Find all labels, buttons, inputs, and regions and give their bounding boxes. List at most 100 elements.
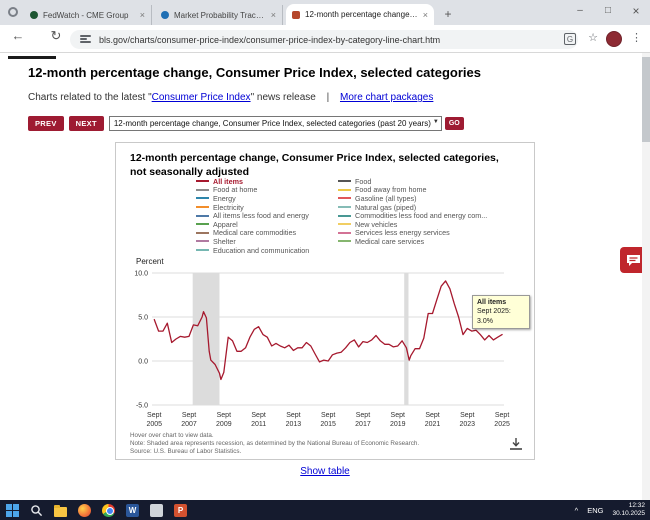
legend-item[interactable]: Electricity xyxy=(196,203,309,212)
translate-icon[interactable]: G xyxy=(564,33,576,45)
y-axis-label: Percent xyxy=(136,257,164,266)
legend-item[interactable]: All items less food and energy xyxy=(196,211,309,220)
word-icon[interactable]: W xyxy=(126,503,139,517)
legend-label: Education and communication xyxy=(213,245,310,255)
taskbar-clock[interactable]: 12:32 30.10.2025 xyxy=(612,502,645,518)
svg-text:2007: 2007 xyxy=(181,421,197,428)
site-info-icon[interactable] xyxy=(80,34,91,45)
subtitle-separator: | xyxy=(326,92,330,103)
svg-text:2013: 2013 xyxy=(286,421,302,428)
legend-swatch-icon xyxy=(338,223,351,226)
legend-label: Natural gas (piped) xyxy=(355,202,417,212)
legend-label: Food at home xyxy=(213,185,258,195)
powerpoint-icon[interactable]: P xyxy=(174,503,187,517)
tab-fedwatch[interactable]: FedWatch - CME Group × xyxy=(24,5,152,25)
chrome-icon[interactable] xyxy=(102,503,115,517)
legend-label: Electricity xyxy=(213,202,244,212)
legend-swatch-icon xyxy=(338,180,351,183)
legend-item[interactable]: Natural gas (piped) xyxy=(338,203,487,212)
legend-swatch-icon xyxy=(338,240,351,243)
legend-swatch-icon xyxy=(196,206,209,209)
reload-button[interactable]: ↻ xyxy=(50,28,62,43)
legend-swatch-icon xyxy=(196,249,209,252)
svg-text:5.0: 5.0 xyxy=(138,315,148,322)
page-subtitle: Charts related to the latest "Consumer P… xyxy=(28,92,433,103)
go-button[interactable]: GO xyxy=(444,117,464,130)
tab-cpi-chart[interactable]: 12-month percentage change, Co... × xyxy=(286,4,434,25)
tab-title: FedWatch - CME Group xyxy=(43,10,129,20)
legend-item[interactable]: Apparel xyxy=(196,220,309,229)
cpi-news-release-link[interactable]: Consumer Price Index xyxy=(151,92,251,103)
tab-close-icon[interactable]: × xyxy=(270,10,276,20)
windows-taskbar: W P ^ ENG 12:32 30.10.2025 xyxy=(0,500,650,520)
legend-item[interactable]: Education and communication xyxy=(196,246,309,255)
generic-app-icon[interactable] xyxy=(150,503,163,517)
legend-label: New vehicles xyxy=(355,219,398,229)
legend-label: Gasoline (all types) xyxy=(355,193,417,203)
window-close-button[interactable]: × xyxy=(632,4,640,18)
svg-text:2019: 2019 xyxy=(390,421,406,428)
search-icon[interactable] xyxy=(30,504,43,517)
firefox-icon[interactable] xyxy=(78,503,91,517)
more-chart-packages-link[interactable]: More chart packages xyxy=(339,92,434,103)
legend-item[interactable]: Shelter xyxy=(196,237,309,246)
legend-swatch-icon xyxy=(196,240,209,243)
download-chart-button[interactable] xyxy=(508,437,524,451)
svg-text:Sept: Sept xyxy=(460,412,474,419)
svg-text:2005: 2005 xyxy=(146,421,162,428)
legend-item[interactable]: Food xyxy=(338,177,487,186)
legend-item[interactable]: Food away from home xyxy=(338,185,487,195)
bookmark-star-icon[interactable]: ☆ xyxy=(588,32,598,44)
legend-label: All items xyxy=(213,176,243,186)
language-indicator[interactable]: ENG xyxy=(587,505,604,515)
prev-button[interactable]: PREV xyxy=(28,116,64,131)
legend-label: Food away from home xyxy=(355,185,427,195)
svg-text:Sept: Sept xyxy=(182,412,196,419)
legend-item[interactable]: Medical care services xyxy=(338,237,487,246)
chart-select[interactable]: 12-month percentage change, Consumer Pri… xyxy=(108,116,442,131)
page-title: 12-month percentage change, Consumer Pri… xyxy=(28,65,481,80)
tray-chevron-icon[interactable]: ^ xyxy=(574,505,579,515)
legend-item[interactable]: Food at home xyxy=(196,185,309,195)
legend-swatch-icon xyxy=(196,231,209,234)
show-table-link[interactable]: Show table xyxy=(300,466,350,477)
legend-label: Commodities less food and energy com... xyxy=(355,211,488,221)
legend-item[interactable]: Medical care commodities xyxy=(196,228,309,237)
page-scrollbar[interactable] xyxy=(642,53,650,500)
url-input[interactable]: bls.gov/charts/consumer-price-index/cons… xyxy=(70,30,578,49)
browser-menu-icon[interactable]: ⋮ xyxy=(631,32,642,44)
new-tab-button[interactable]: + xyxy=(444,7,452,21)
tab-title: Market Probability Tracker - Feder... xyxy=(174,10,266,20)
svg-text:2025: 2025 xyxy=(494,421,510,428)
legend-label: Food xyxy=(355,176,372,186)
legend-item[interactable]: Services less energy services xyxy=(338,228,487,237)
legend-swatch-icon xyxy=(338,197,351,200)
tab-title: 12-month percentage change, Co... xyxy=(305,10,418,19)
legend-item[interactable]: New vehicles xyxy=(338,220,487,229)
next-button[interactable]: NEXT xyxy=(68,116,104,131)
chart-legend-right: Food Food away from home Gasoline (all typ… xyxy=(338,177,487,246)
tab-market-probability[interactable]: Market Probability Tracker - Feder... × xyxy=(155,5,283,25)
svg-text:-5.0: -5.0 xyxy=(136,403,148,410)
svg-text:Sept: Sept xyxy=(321,412,335,419)
legend-swatch-icon xyxy=(338,214,351,217)
profile-avatar[interactable] xyxy=(606,31,622,47)
tab-search-icon[interactable] xyxy=(8,7,18,17)
svg-text:Sept: Sept xyxy=(147,412,161,419)
window-minimize-button[interactable]: – xyxy=(577,5,583,16)
scrollbar-thumb[interactable] xyxy=(642,57,650,142)
show-table-container: Show table xyxy=(0,466,650,477)
window-maximize-button[interactable]: □ xyxy=(604,5,612,16)
cpi-line-chart[interactable]: 10.0 5.0 0.0 -5.0 Sept 2005 Sept 2007 Sept 2009 Se… xyxy=(122,265,514,435)
windows-start-icon[interactable] xyxy=(6,503,19,517)
legend-item[interactable]: Gasoline (all types) xyxy=(338,194,487,203)
legend-item[interactable]: Commodities less food and energy com... xyxy=(338,211,487,220)
back-button[interactable]: ← xyxy=(11,28,25,43)
tab-close-icon[interactable]: × xyxy=(139,10,145,20)
file-explorer-icon[interactable] xyxy=(54,504,67,517)
legend-item[interactable]: Energy xyxy=(196,194,309,203)
tab-close-icon[interactable]: × xyxy=(422,9,428,20)
legend-item[interactable]: All items xyxy=(196,177,309,186)
chart-panel: 12-month percentage change, Consumer Pri… xyxy=(115,142,535,460)
footnote: Hover over chart to view data. xyxy=(130,432,214,439)
